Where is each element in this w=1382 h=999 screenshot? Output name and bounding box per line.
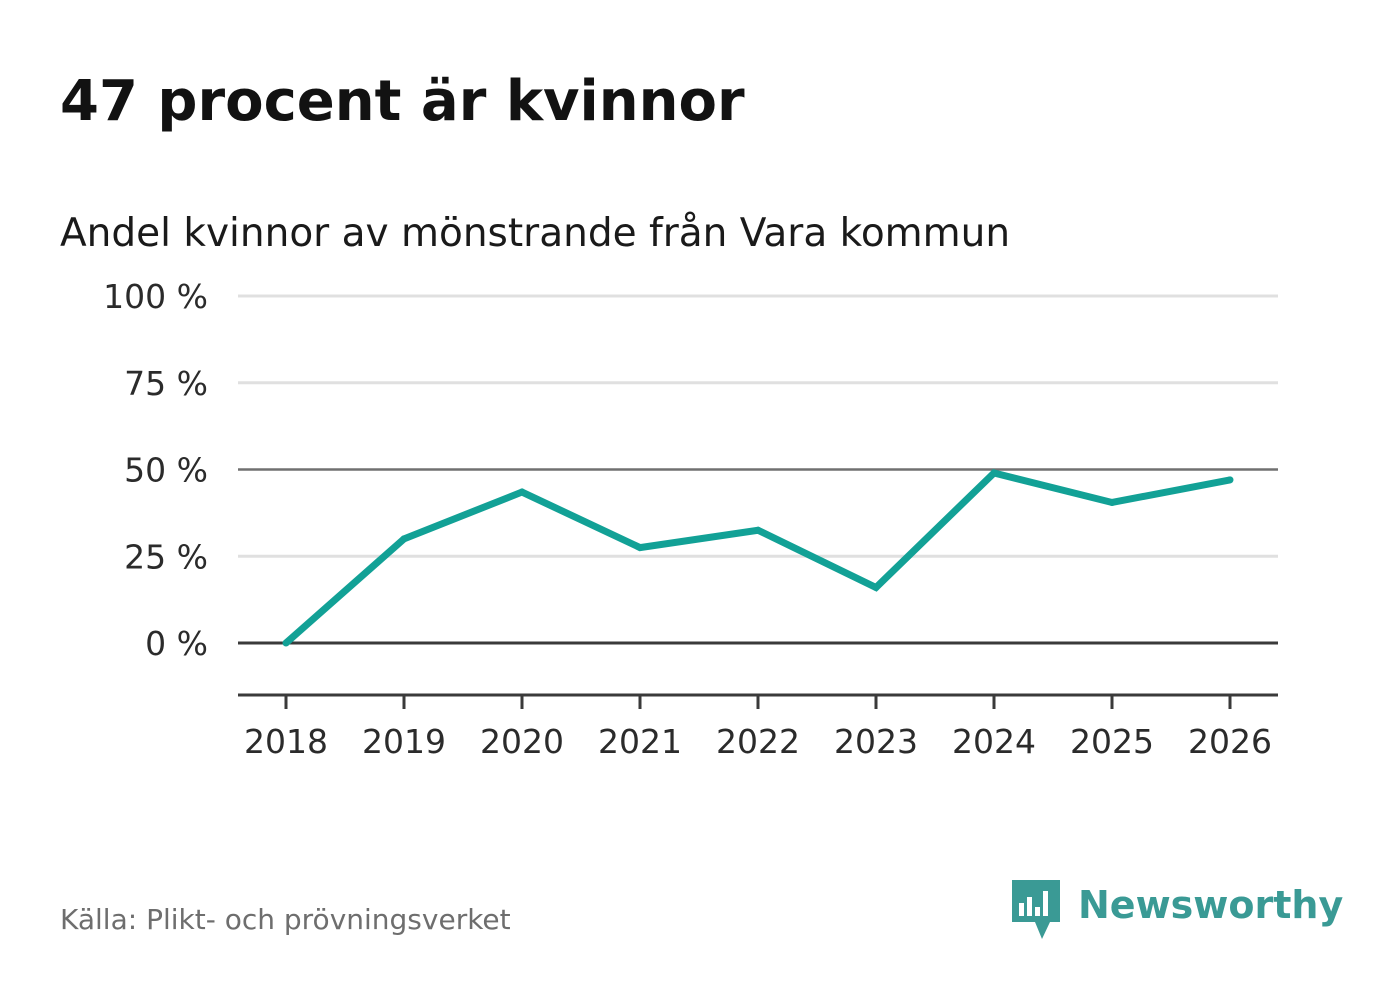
x-tick-label: 2020 <box>480 722 564 761</box>
series-line <box>283 469 1231 646</box>
x-tick-label: 2023 <box>834 722 918 761</box>
data-point <box>400 535 408 543</box>
brand-logo[interactable]: Newsworthy <box>1012 880 1343 939</box>
x-tick-label: 2024 <box>952 722 1036 761</box>
chart-title: Andel kvinnor av mönstrande från Vara ko… <box>60 211 1010 256</box>
headline: 47 procent är kvinnor <box>60 69 745 134</box>
data-point <box>282 639 290 647</box>
x-axis: 2018 2019 2020 2021 2022 2023 2024 2025 2026 <box>238 693 1278 761</box>
x-tick-label: 2019 <box>362 722 446 761</box>
x-tick-label: 2021 <box>598 722 682 761</box>
data-point <box>872 583 880 591</box>
source-note: Källa: Plikt- och prövningsverket <box>60 903 511 936</box>
grid-lines <box>238 294 1278 645</box>
x-tick-label: 2022 <box>716 722 800 761</box>
y-tick-label: 75 % <box>124 364 208 403</box>
y-tick-label: 100 % <box>103 277 208 316</box>
y-tick-label: 0 % <box>145 624 208 663</box>
data-point <box>518 488 526 496</box>
x-tick-label: 2025 <box>1070 722 1154 761</box>
data-point <box>636 544 644 552</box>
data-point <box>1108 498 1116 506</box>
y-tick-label: 25 % <box>124 537 208 576</box>
newsworthy-logo-icon <box>1012 880 1060 939</box>
data-point <box>754 526 762 534</box>
y-axis-labels: 0 % 25 % 50 % 75 % 100 % <box>103 277 208 663</box>
data-point <box>1226 476 1234 484</box>
x-tick-label: 2026 <box>1188 722 1272 761</box>
y-tick-label: 50 % <box>124 451 208 490</box>
x-tick-label: 2018 <box>244 722 328 761</box>
data-point <box>990 469 998 477</box>
series-lines <box>282 469 1234 647</box>
brand-name: Newsworthy <box>1078 883 1343 927</box>
